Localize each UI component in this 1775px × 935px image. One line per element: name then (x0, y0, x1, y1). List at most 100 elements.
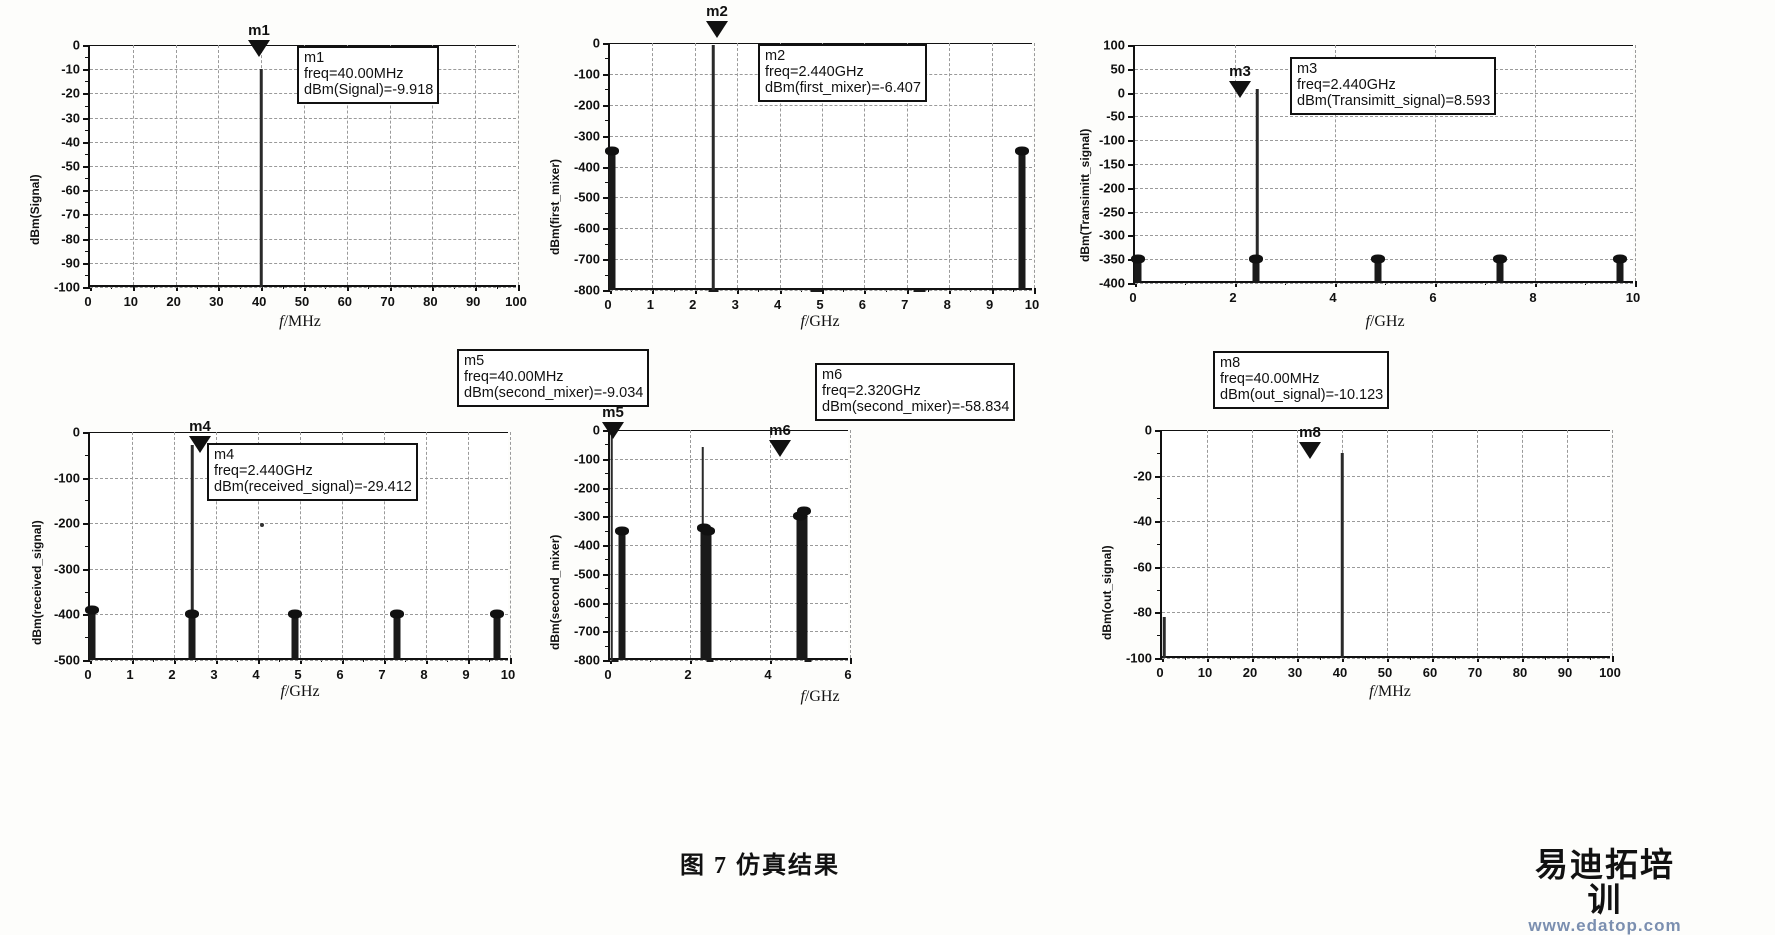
y-tick-minor (85, 546, 90, 547)
y-tick-minor (1157, 452, 1162, 454)
spike-cap (1249, 254, 1263, 264)
y-tick-label: -500 (573, 566, 600, 582)
marker-annotation-box[interactable]: m6 freq=2.320GHz dBm(second_mixer)=-58.834 (815, 363, 1016, 421)
marker-triangle-m6[interactable] (769, 440, 791, 457)
spectral-spike (259, 69, 263, 287)
gridline-vertical (304, 45, 305, 285)
gridline-horizontal (610, 516, 848, 518)
spectral-spike (1018, 151, 1026, 290)
plot-top-frame (1162, 430, 1610, 431)
marker-triangle-m2[interactable] (706, 21, 728, 38)
y-tick-label: -400 (53, 606, 80, 622)
annotation-line-1: m1 (304, 50, 325, 66)
gridline-horizontal (610, 259, 1032, 261)
x-tick (1435, 281, 1437, 287)
spike-cap (287, 609, 302, 619)
watermark: 易迪拓培训 www.edatop.com (1520, 847, 1690, 935)
y-tick-minor (85, 153, 90, 155)
x-tick (510, 658, 512, 664)
y-tick-minor (1157, 589, 1162, 591)
gridline-horizontal (90, 660, 508, 661)
x-tick (132, 658, 134, 664)
marker-annotation-box[interactable]: m1 freq=40.00MHz dBm(Signal)=-9.918 (297, 46, 440, 104)
y-tick-minor (85, 105, 90, 107)
marker-annotation-box[interactable]: m4 freq=2.440GHz dBm(received_signal)=-29.… (207, 443, 418, 501)
y-tick-label: -50 (1106, 108, 1125, 124)
y-tick-label: -100 (53, 279, 80, 295)
y-tick (603, 259, 610, 262)
y-tick-label: -700 (573, 623, 600, 639)
y-tick-label: -250 (1098, 204, 1125, 220)
y-tick (83, 45, 90, 47)
x-tick (770, 658, 772, 664)
y-tick (603, 516, 610, 519)
y-axis-title: dBm(first_mixer) (548, 158, 562, 255)
x-tick-label: 0 (1156, 665, 1164, 680)
x-tick (1432, 656, 1434, 662)
spectral-spike (810, 290, 818, 292)
marker-triangle-m8[interactable] (1299, 442, 1321, 459)
gridline-vertical (218, 45, 220, 285)
y-tick-label: -90 (61, 255, 80, 271)
y-tick-label: -200 (573, 97, 600, 113)
gridline-horizontal (90, 214, 516, 216)
y-tick (1155, 430, 1162, 432)
y-tick-minor (85, 178, 90, 180)
marker-triangle-m5[interactable] (602, 422, 624, 439)
y-tick-label: -700 (573, 251, 600, 267)
marker-annotation-box[interactable]: m3 freq=2.440GHz dBm(Transimitt_signal)=8.… (1290, 57, 1497, 115)
y-tick-minor (85, 637, 90, 639)
y-tick (83, 117, 90, 120)
y-tick-label: -200 (573, 480, 600, 495)
y-tick (1155, 612, 1162, 615)
annotation-line-2: freq=2.440GHz (1297, 77, 1396, 94)
gridline-vertical (389, 45, 391, 285)
y-tick-label: -600 (573, 595, 600, 610)
y-tick (603, 545, 610, 547)
x-tick-label: 70 (1467, 665, 1483, 680)
marker-triangle-m1[interactable] (248, 40, 270, 57)
x-tick-label: 0 (1129, 290, 1137, 305)
gridline-horizontal (90, 262, 516, 264)
spectral-spike (88, 609, 96, 660)
gridline-horizontal (90, 166, 516, 167)
x-tick (737, 288, 740, 294)
spectral-spike (804, 660, 812, 662)
x-tick-label: 10 (1197, 665, 1213, 680)
spectral-spike (610, 432, 613, 660)
gridline-vertical (822, 43, 823, 288)
y-tick (603, 43, 610, 45)
x-tick (90, 285, 92, 291)
y-tick-minor (85, 591, 90, 593)
y-tick-minor (605, 58, 610, 60)
marker-triangle-m4[interactable] (189, 436, 211, 453)
marker-annotation-box[interactable]: m5 freq=40.00MHz dBm(second_mixer)=-9.034 (457, 349, 650, 407)
y-tick-label: -60 (61, 182, 80, 198)
x-tick-label: 60 (337, 294, 353, 309)
marker-annotation-box[interactable]: m2 freq=2.440GHz dBm(first_mixer)=-6.407 (758, 44, 927, 102)
y-tick-minor (85, 226, 90, 228)
gridline-vertical (1567, 430, 1568, 656)
y-tick (83, 660, 90, 662)
x-tick-label: 3 (210, 667, 218, 682)
x-tick (1335, 281, 1337, 287)
annotation-line-1: m4 (214, 447, 235, 463)
gridline-vertical (1235, 45, 1236, 281)
x-tick (90, 658, 92, 664)
gridline-vertical (518, 45, 519, 285)
y-axis-title: dBm(Signal) (28, 174, 42, 245)
spectral-spike (800, 510, 808, 660)
marker-label-m2: m2 (706, 3, 728, 20)
y-tick (83, 214, 90, 217)
marker-annotation-box[interactable]: m8 freq=40.00MHz dBm(out_signal)=-10.123 (1213, 351, 1390, 409)
y-tick (603, 660, 610, 662)
y-tick-label: -400 (573, 159, 600, 174)
x-tick (1034, 288, 1036, 294)
gridline-horizontal (1162, 475, 1610, 477)
y-tick (1128, 283, 1135, 285)
y-tick-label: -300 (53, 561, 80, 577)
marker-triangle-m3[interactable] (1229, 81, 1251, 98)
x-tick-label: 10 (123, 294, 139, 309)
gridline-vertical (1335, 45, 1336, 281)
gridline-vertical (384, 432, 385, 658)
